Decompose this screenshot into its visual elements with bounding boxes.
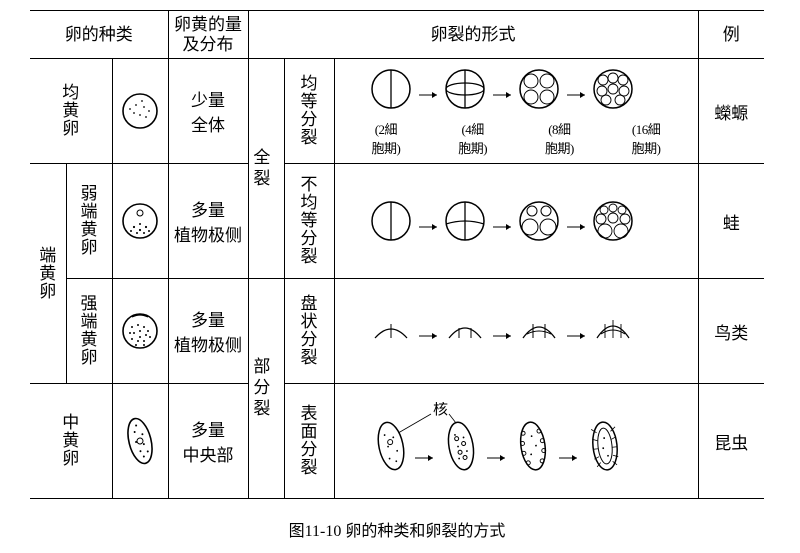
yolk-centro: 多量 中央部 bbox=[168, 384, 248, 499]
table-row: 强端黄卵 多量 植物极侧 部分裂 盘状分裂 bbox=[30, 279, 764, 384]
example-frog: 蛙 bbox=[698, 164, 764, 279]
figure-caption: 图11-10 卵的种类和卵裂的方式 bbox=[30, 517, 764, 541]
egg-cleavage-table: 卵的种类 卵黄的量 及分布 卵裂的形式 例 均黄卵 少量 全体 全裂 均等分裂 bbox=[30, 10, 764, 499]
cleav-minor-equal: 均等分裂 bbox=[284, 59, 334, 164]
cleavage-diagram-superficial: 核 bbox=[334, 384, 698, 499]
example-bird: 鸟类 bbox=[698, 279, 764, 384]
cleav-major-holoblastic: 全裂 bbox=[248, 59, 284, 279]
egg-name-weak-telo: 弱端黄卵 bbox=[66, 164, 112, 279]
stage-labels: (2細 胞期) (4細 胞期) (8細 胞期) (16細 胞期) bbox=[339, 119, 694, 157]
nucleus-label: 核 bbox=[433, 402, 448, 418]
cleavage-diagram-equal: (2細 胞期) (4細 胞期) (8細 胞期) (16細 胞期) bbox=[334, 59, 698, 164]
cleav-major-meroblastic: 部分裂 bbox=[248, 279, 284, 499]
egg-name-strong-telo: 强端黄卵 bbox=[66, 279, 112, 384]
egg-icon-isolecithal bbox=[112, 59, 168, 164]
cleav-minor-superficial: 表面分裂 bbox=[284, 384, 334, 499]
yolk-isolecithal: 少量 全体 bbox=[168, 59, 248, 164]
egg-name-centrolecithal: 中黄卵 bbox=[30, 384, 112, 499]
hdr-example: 例 bbox=[698, 11, 764, 59]
egg-name-isolecithal: 均黄卵 bbox=[30, 59, 112, 164]
hdr-egg-type: 卵的种类 bbox=[30, 11, 168, 59]
example-insect: 昆虫 bbox=[698, 384, 764, 499]
cleavage-diagram-discoidal bbox=[334, 279, 698, 384]
example-newt: 蠑螈 bbox=[698, 59, 764, 164]
egg-icon-strong-telo bbox=[112, 279, 168, 384]
cleav-minor-unequal: 不均等分裂 bbox=[284, 164, 334, 279]
yolk-strong-telo: 多量 植物极侧 bbox=[168, 279, 248, 384]
table-row: 均黄卵 少量 全体 全裂 均等分裂 bbox=[30, 59, 764, 164]
egg-group-telolecithal: 端黄卵 bbox=[30, 164, 66, 384]
egg-icon-weak-telo bbox=[112, 164, 168, 279]
hdr-yolk: 卵黄的量 及分布 bbox=[168, 11, 248, 59]
header-row: 卵的种类 卵黄的量 及分布 卵裂的形式 例 bbox=[30, 11, 764, 59]
cleavage-diagram-unequal bbox=[334, 164, 698, 279]
cleav-minor-discoidal: 盘状分裂 bbox=[284, 279, 334, 384]
yolk-weak-telo: 多量 植物极侧 bbox=[168, 164, 248, 279]
hdr-cleavage: 卵裂的形式 bbox=[248, 11, 698, 59]
table-row: 端黄卵 弱端黄卵 多量 植物极侧 不均等分裂 bbox=[30, 164, 764, 279]
table-row: 中黄卵 多量 中央部 表面分裂 核 bbox=[30, 384, 764, 499]
egg-icon-centrolecithal bbox=[112, 384, 168, 499]
